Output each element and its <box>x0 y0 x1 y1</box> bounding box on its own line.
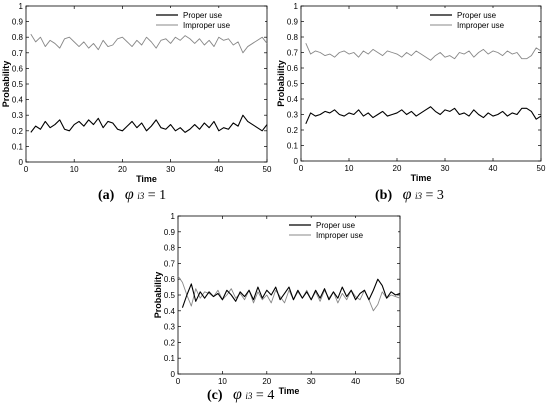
x-tick-label: 10 <box>345 164 354 173</box>
y-tick-label: 1 <box>19 2 24 11</box>
x-tick-label: 0 <box>299 164 304 173</box>
y-tick-label: 0.2 <box>164 338 176 347</box>
y-axis-label: Probability <box>153 272 163 319</box>
caption-symbol: φ <box>233 386 242 403</box>
caption-b: (b) φ i3 = 3 <box>375 186 444 204</box>
y-axis-label: Probability <box>1 61 11 108</box>
series-line-proper-use <box>305 106 542 125</box>
caption-c: (c) φ i3 = 4 <box>207 386 274 404</box>
caption-equation: = 4 <box>255 388 275 403</box>
caption-equation: = 3 <box>425 188 444 203</box>
x-axis-label: Time <box>279 386 300 396</box>
y-tick-label: 0 <box>294 157 299 166</box>
x-tick-label: 40 <box>351 377 360 386</box>
x-tick-label: 20 <box>393 164 402 173</box>
series-line-proper-use <box>181 278 401 308</box>
legend-box <box>285 218 398 242</box>
y-tick-label: 0.4 <box>287 95 299 104</box>
caption-subscript: i3 <box>137 191 145 201</box>
legend-label: Improper use <box>457 21 505 30</box>
x-tick-label: 30 <box>441 164 450 173</box>
caption-symbol: φ <box>124 186 134 203</box>
y-tick-label: 0.7 <box>164 259 176 268</box>
y-tick-label: 0.4 <box>12 96 24 105</box>
y-tick-label: 1 <box>294 2 299 11</box>
caption-a: (a) φ i3 = 1 <box>98 186 166 204</box>
y-tick-label: 0.7 <box>287 49 299 58</box>
caption-equation: = 1 <box>147 188 167 203</box>
x-tick-label: 10 <box>218 377 227 386</box>
y-tick-label: 0.9 <box>287 18 299 27</box>
y-tick-label: 0.7 <box>12 49 24 58</box>
y-tick-label: 0.6 <box>287 64 299 73</box>
x-tick-label: 40 <box>214 165 223 174</box>
x-axis-label: Time <box>136 174 157 184</box>
legend-label: Proper use <box>183 11 223 20</box>
x-tick-label: 10 <box>70 165 79 174</box>
series-line-improper-use <box>30 33 268 54</box>
x-tick-label: 50 <box>537 164 546 173</box>
legend-label: Improper use <box>316 231 364 240</box>
y-tick-label: 0.1 <box>164 354 176 363</box>
chart-svg: 00.10.20.30.40.50.60.70.80.910 10 20 30 40 50… <box>276 2 546 183</box>
caption-label: (a) <box>98 188 115 203</box>
y-tick-label: 0.2 <box>287 126 299 135</box>
series-line-improper-use <box>177 275 401 312</box>
chart-svg: 00.10.20.30.40.50.60.70.80.910 10 20 30 40 50… <box>1 2 272 184</box>
series-line-improper-use <box>305 43 542 61</box>
x-tick-label: 0 <box>176 377 181 386</box>
x-tick-label: 30 <box>307 377 316 386</box>
y-tick-label: 0.3 <box>12 111 24 120</box>
x-tick-label: 0 <box>24 165 29 174</box>
y-tick-label: 0.1 <box>12 142 24 151</box>
series-line-proper-use <box>30 114 268 133</box>
y-tick-label: 0.1 <box>287 142 299 151</box>
y-tick-label: 0.2 <box>12 127 24 136</box>
x-tick-label: 40 <box>489 164 498 173</box>
y-tick-label: 0.5 <box>12 80 24 89</box>
y-tick-label: 0.6 <box>12 64 24 73</box>
y-tick-label: 0.6 <box>164 275 176 284</box>
y-tick-label: 1 <box>171 212 176 221</box>
legend-label: Improper use <box>183 21 231 30</box>
y-tick-label: 0 <box>19 158 24 167</box>
legend-label: Proper use <box>457 11 497 20</box>
legend-box <box>152 8 265 32</box>
legend-label: Proper use <box>316 221 356 230</box>
chart-panel-b: 0 0.1 0.2 0.3 0.4 0.5 0.6 0.7 0.8 0.9 1 0 10 20 30 40 50… <box>275 0 550 185</box>
y-tick-label: 0.9 <box>12 18 24 27</box>
caption-label: (b) <box>375 188 393 203</box>
caption-subscript: i3 <box>245 391 253 401</box>
chart-svg: 00.10.20.30.40.50.60.70.80.910 10 20 30 40 50… <box>153 212 405 396</box>
y-tick-label: 0.5 <box>287 80 299 89</box>
chart-panel-c: 0 0.1 0.2 0.3 0.4 0.5 0.6 0.7 0.8 0.9 1 0 10 20 30 40 50… <box>150 208 405 396</box>
x-tick-label: 50 <box>396 377 405 386</box>
x-tick-label: 50 <box>263 165 272 174</box>
y-axis-label: Probability <box>276 60 286 107</box>
x-axis-label: Time <box>411 173 432 183</box>
caption-label: (c) <box>207 388 223 403</box>
chart-panel-a: 0 0.1 0.2 0.3 0.4 0.5 0.6 0.7 0.8 0.9 1 0 10 20 30 40 50… <box>0 0 275 185</box>
y-tick-label: 0.8 <box>12 33 24 42</box>
x-tick-label: 20 <box>262 377 271 386</box>
caption-subscript: i3 <box>414 191 422 201</box>
x-tick-label: 30 <box>166 165 175 174</box>
y-tick-label: 0.3 <box>287 111 299 120</box>
y-tick-label: 0 <box>171 370 176 379</box>
x-tick-label: 20 <box>118 165 127 174</box>
legend-box <box>426 8 539 32</box>
caption-symbol: φ <box>402 186 412 203</box>
y-tick-label: 0.8 <box>164 244 176 253</box>
y-tick-label: 0.3 <box>164 323 176 332</box>
y-tick-label: 0.4 <box>164 307 176 316</box>
y-tick-label: 0.8 <box>287 33 299 42</box>
y-tick-label: 0.9 <box>164 228 176 237</box>
y-tick-label: 0.5 <box>164 291 176 300</box>
